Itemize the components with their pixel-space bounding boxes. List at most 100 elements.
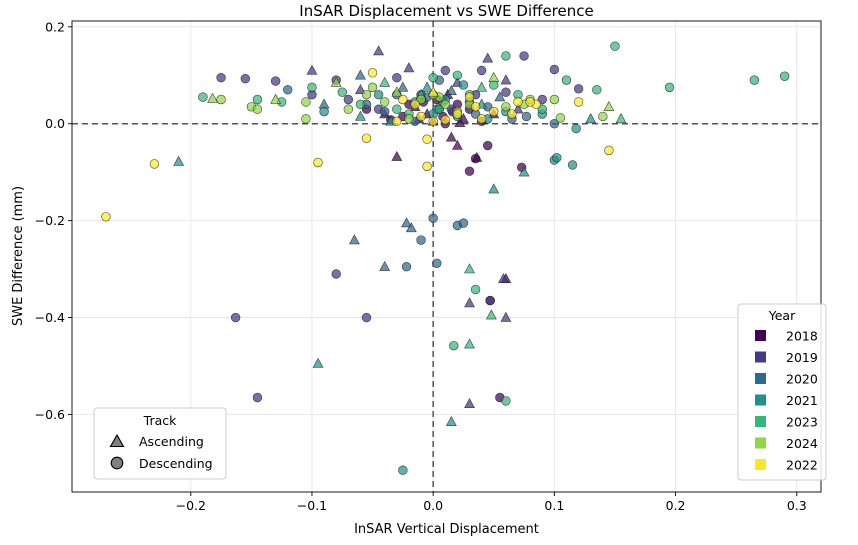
point-descending [367,68,378,78]
point-ascending [445,131,457,142]
point-ascending [312,357,324,368]
point-ascending [512,103,524,114]
point-descending [598,111,608,122]
point-ascending [454,116,466,127]
point-descending [432,258,442,268]
x-axis-label: InSAR Vertical Displacement [354,522,539,537]
y-axis-label: SWE Difference (mm) [11,186,26,326]
point-ascending [355,110,366,121]
point-descending [428,213,438,223]
data-points [101,41,790,475]
point-ascending [500,311,512,322]
point-descending [485,295,495,306]
year-legend-label: 2023 [786,415,818,430]
year-legend-label: 2022 [786,458,818,473]
point-descending [319,106,329,117]
point-ascending [585,113,597,124]
y-tick-label: −0.2 [35,213,65,228]
point-descending [252,392,263,403]
point-ascending [494,91,506,102]
point-ascending [207,92,219,103]
year-swatch [755,416,766,427]
point-descending [379,97,390,107]
point-descending [549,64,560,75]
point-ascending [403,62,415,73]
point-descending [476,114,487,124]
point-descending [470,102,481,112]
y-tick-label: 0.2 [45,19,65,34]
point-descending [464,92,475,102]
year-legend-label: 2018 [786,329,818,344]
point-descending [501,102,511,112]
point-descending [416,235,426,245]
point-descending [440,65,450,76]
point-ascending [464,297,475,308]
point-descending [379,106,390,117]
point-ascending [488,71,500,82]
point-descending [398,465,408,475]
point-descending [458,218,469,228]
point-descending [404,114,414,124]
year-legend-label: 2021 [786,393,818,408]
y-axis-ticks: −0.6 −0.4 −0.2 0.0 0.2 [35,19,72,422]
point-descending [240,73,251,84]
point-ascending [488,183,500,194]
chart-title: InSAR Displacement vs SWE Difference [299,2,593,20]
year-legend-entry-2024: 2024 [755,436,818,451]
year-legend-entry-2021: 2021 [755,393,818,408]
year-legend-entry-2019: 2019 [755,350,818,365]
point-descending [513,97,523,107]
point-descending [428,116,438,127]
x-tick-label: 0.3 [787,498,807,513]
point-descending [361,89,372,100]
point-descending [749,75,760,85]
point-descending [398,94,408,105]
point-descending [283,85,293,95]
year-legend: Year 2018 2019 2020 2021 2023 2024 2022 [737,303,827,481]
point-descending [343,104,354,114]
point-descending [501,51,511,61]
point-descending [301,114,311,124]
year-legend-label: 2024 [786,436,818,451]
point-ascending [306,64,318,75]
point-descending [464,166,475,176]
point-ascending [485,309,497,320]
x-tick-label: 0.0 [423,498,443,513]
point-descending [422,134,432,144]
year-legend-entries: 2018 2019 2020 2021 2023 2024 2022 [755,329,818,473]
track-legend-label-descending: Descending [139,456,213,471]
point-descending [592,85,602,95]
year-legend-entry-2018: 2018 [755,329,818,344]
point-ascending [471,151,483,162]
point-descending [552,152,562,163]
point-descending [198,92,208,102]
circle-icon [110,456,124,470]
year-legend-title: Year [768,308,796,323]
point-descending [343,94,354,105]
point-descending [567,160,578,170]
point-descending [779,71,790,81]
point-ascending [401,217,412,228]
point-descending [664,82,675,93]
point-descending [470,284,481,295]
point-descending [561,75,572,85]
point-ascending [603,100,615,111]
point-descending [458,80,469,90]
point-descending [410,99,420,110]
track-legend-label-ascending: Ascending [139,434,204,449]
y-tick-label: −0.6 [35,407,65,422]
point-ascending [421,81,433,92]
point-descending [252,104,263,114]
track-legend-box [93,407,227,480]
point-descending [361,312,372,323]
point-descending [331,269,341,279]
track-legend-entry-ascending: Ascending [109,433,204,449]
point-descending [525,97,535,107]
x-tick-label: −0.2 [176,498,206,513]
point-descending [355,99,366,110]
point-ascending [615,113,627,124]
y-tick-label: −0.4 [35,310,65,325]
point-ascending [427,86,439,97]
point-descending [301,97,311,107]
point-descending [440,99,450,110]
